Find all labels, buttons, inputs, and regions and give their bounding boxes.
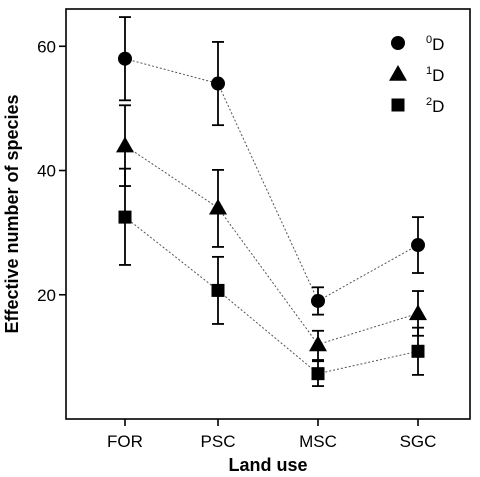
series-2D-point xyxy=(311,367,325,381)
series-lines xyxy=(124,58,419,375)
legend-marker-0D xyxy=(391,36,405,50)
series-1D-point xyxy=(409,304,427,321)
series-1D-point xyxy=(309,335,327,352)
x-axis-ticks: FOR PSC MSC SGC xyxy=(107,419,436,451)
plot-frame xyxy=(65,8,471,420)
legend-label-2D: 2D xyxy=(426,96,444,116)
legend-label-1D: 1D xyxy=(426,65,444,85)
x-tick-label: MSC xyxy=(299,432,337,451)
y-axis-title: Effective number of species xyxy=(2,94,22,333)
series-0D-point xyxy=(311,293,325,308)
series-0D-point xyxy=(211,76,225,91)
series-2D-line xyxy=(124,216,419,375)
y-axis-ticks: 20 40 60 xyxy=(37,37,66,305)
x-tick-label: PSC xyxy=(201,432,236,451)
legend: 0D 1D 2D xyxy=(389,34,444,116)
series-2D-point xyxy=(211,283,225,297)
legend-label-0D: 0D xyxy=(426,34,444,54)
legend-marker-2D xyxy=(391,98,405,112)
series-2D-point xyxy=(118,210,132,224)
series-0D-point xyxy=(411,238,425,253)
x-axis-title: Land use xyxy=(228,455,307,475)
series-markers xyxy=(116,51,427,381)
series-1D-line xyxy=(124,145,419,346)
series-0D-line xyxy=(124,58,419,302)
series-0D-point xyxy=(118,51,132,66)
y-tick-label: 60 xyxy=(37,37,56,56)
series-1D-point xyxy=(116,136,134,153)
y-tick-label: 40 xyxy=(37,162,56,181)
x-tick-label: FOR xyxy=(107,432,143,451)
y-tick-label: 20 xyxy=(37,286,56,305)
error-bars xyxy=(119,16,424,387)
series-1D-point xyxy=(209,198,227,215)
x-tick-label: SGC xyxy=(400,432,437,451)
legend-marker-1D xyxy=(389,65,407,81)
series-2D-point xyxy=(411,344,425,358)
